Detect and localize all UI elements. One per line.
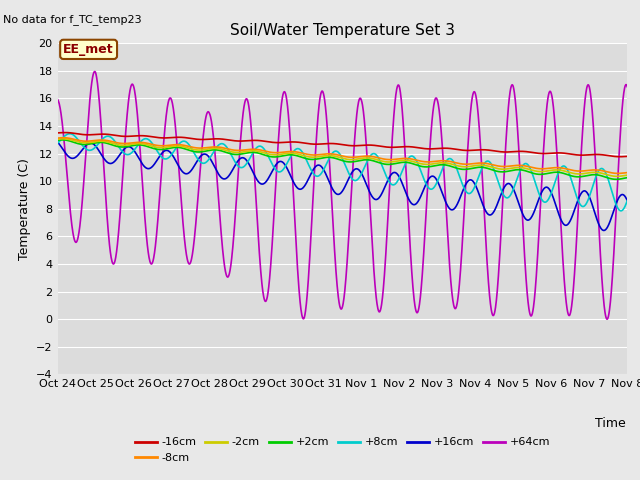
Line: +2cm: +2cm: [58, 140, 627, 180]
+2cm: [316, 156, 324, 161]
+64cm: [607, 293, 615, 299]
+8cm: [502, 195, 510, 201]
+8cm: [66, 131, 74, 137]
+2cm: [607, 176, 615, 181]
Line: -16cm: -16cm: [58, 132, 627, 156]
+64cm: [502, 132, 510, 137]
+8cm: [83, 147, 91, 153]
+64cm: [316, 97, 324, 103]
+2cm: [502, 168, 510, 174]
-2cm: [613, 173, 621, 179]
+64cm: [607, 289, 615, 295]
-2cm: [623, 172, 631, 178]
+2cm: [59, 137, 67, 143]
-2cm: [607, 173, 615, 179]
+2cm: [607, 176, 614, 181]
Title: Soil/Water Temperature Set 3: Soil/Water Temperature Set 3: [230, 23, 455, 38]
+2cm: [331, 156, 339, 161]
-8cm: [614, 170, 621, 176]
+16cm: [54, 139, 61, 145]
-16cm: [623, 154, 631, 159]
-2cm: [502, 166, 510, 172]
-2cm: [83, 140, 91, 146]
+64cm: [603, 316, 611, 322]
-8cm: [607, 170, 614, 176]
-8cm: [623, 170, 631, 176]
-16cm: [54, 130, 61, 136]
+16cm: [607, 217, 614, 223]
+8cm: [316, 172, 324, 178]
Y-axis label: Temperature (C): Temperature (C): [18, 158, 31, 260]
Line: -8cm: -8cm: [58, 138, 627, 173]
+8cm: [331, 148, 339, 154]
X-axis label: Time: Time: [595, 418, 625, 431]
-8cm: [607, 170, 615, 176]
+16cm: [623, 198, 631, 204]
+16cm: [331, 189, 339, 195]
+8cm: [623, 198, 631, 204]
-8cm: [502, 164, 510, 169]
-16cm: [316, 141, 324, 147]
Text: No data for f_TC_temp23: No data for f_TC_temp23: [3, 14, 142, 25]
+64cm: [91, 69, 99, 74]
Legend: -16cm, -8cm, -2cm, +2cm, +8cm, +16cm, +64cm: -16cm, -8cm, -2cm, +2cm, +8cm, +16cm, +6…: [130, 433, 555, 468]
+8cm: [54, 140, 61, 146]
Line: +64cm: +64cm: [58, 72, 627, 319]
-16cm: [607, 153, 614, 159]
-8cm: [54, 135, 61, 141]
-8cm: [83, 138, 91, 144]
-16cm: [607, 153, 615, 159]
+16cm: [502, 182, 510, 188]
+8cm: [607, 185, 614, 191]
+64cm: [623, 84, 631, 90]
-16cm: [616, 154, 624, 159]
Line: +16cm: +16cm: [58, 142, 627, 230]
-2cm: [607, 173, 614, 179]
-8cm: [316, 152, 324, 157]
+2cm: [612, 177, 620, 182]
Text: EE_met: EE_met: [63, 43, 114, 56]
+16cm: [607, 216, 615, 222]
-16cm: [83, 132, 91, 138]
-2cm: [331, 153, 339, 159]
-2cm: [59, 136, 67, 142]
Line: -2cm: -2cm: [58, 139, 627, 176]
+64cm: [83, 138, 90, 144]
+16cm: [600, 228, 607, 233]
Line: +8cm: +8cm: [58, 134, 627, 211]
-16cm: [331, 141, 339, 146]
-16cm: [502, 149, 510, 155]
-8cm: [331, 151, 339, 157]
+8cm: [607, 186, 615, 192]
+64cm: [331, 252, 339, 258]
-2cm: [54, 136, 61, 142]
+64cm: [54, 96, 61, 102]
+2cm: [623, 175, 631, 180]
-2cm: [316, 154, 324, 159]
+2cm: [54, 137, 61, 143]
-16cm: [61, 130, 68, 135]
+16cm: [83, 142, 90, 147]
-8cm: [60, 135, 67, 141]
+8cm: [617, 208, 625, 214]
+16cm: [316, 162, 323, 168]
+2cm: [83, 142, 91, 147]
